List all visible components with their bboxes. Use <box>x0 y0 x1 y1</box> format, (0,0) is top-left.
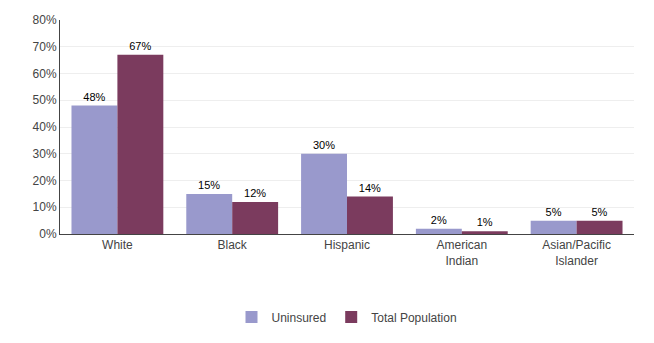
svg-text:50%: 50% <box>33 93 57 107</box>
svg-text:Uninsured: Uninsured <box>272 311 327 325</box>
svg-text:48%: 48% <box>83 91 105 103</box>
svg-text:12%: 12% <box>244 187 266 199</box>
svg-text:30%: 30% <box>313 139 335 151</box>
svg-text:Hispanic: Hispanic <box>324 238 370 252</box>
svg-text:20%: 20% <box>33 174 57 188</box>
svg-text:30%: 30% <box>33 147 57 161</box>
svg-text:White: White <box>102 238 133 252</box>
svg-text:2%: 2% <box>431 214 447 226</box>
svg-text:Total Population: Total Population <box>371 311 456 325</box>
svg-text:70%: 70% <box>33 40 57 54</box>
svg-text:10%: 10% <box>33 200 57 214</box>
svg-text:1%: 1% <box>477 216 493 228</box>
svg-text:AmericanIndian: AmericanIndian <box>436 238 487 268</box>
svg-text:15%: 15% <box>198 179 220 191</box>
svg-text:5%: 5% <box>546 206 562 218</box>
svg-text:14%: 14% <box>359 182 381 194</box>
svg-text:0%: 0% <box>39 227 57 241</box>
svg-text:60%: 60% <box>33 67 57 81</box>
svg-text:Black: Black <box>218 238 248 252</box>
svg-text:40%: 40% <box>33 120 57 134</box>
svg-text:Asian/PacificIslander: Asian/PacificIslander <box>542 238 611 268</box>
svg-text:5%: 5% <box>592 206 608 218</box>
svg-text:80%: 80% <box>33 13 57 27</box>
svg-text:67%: 67% <box>129 40 151 52</box>
